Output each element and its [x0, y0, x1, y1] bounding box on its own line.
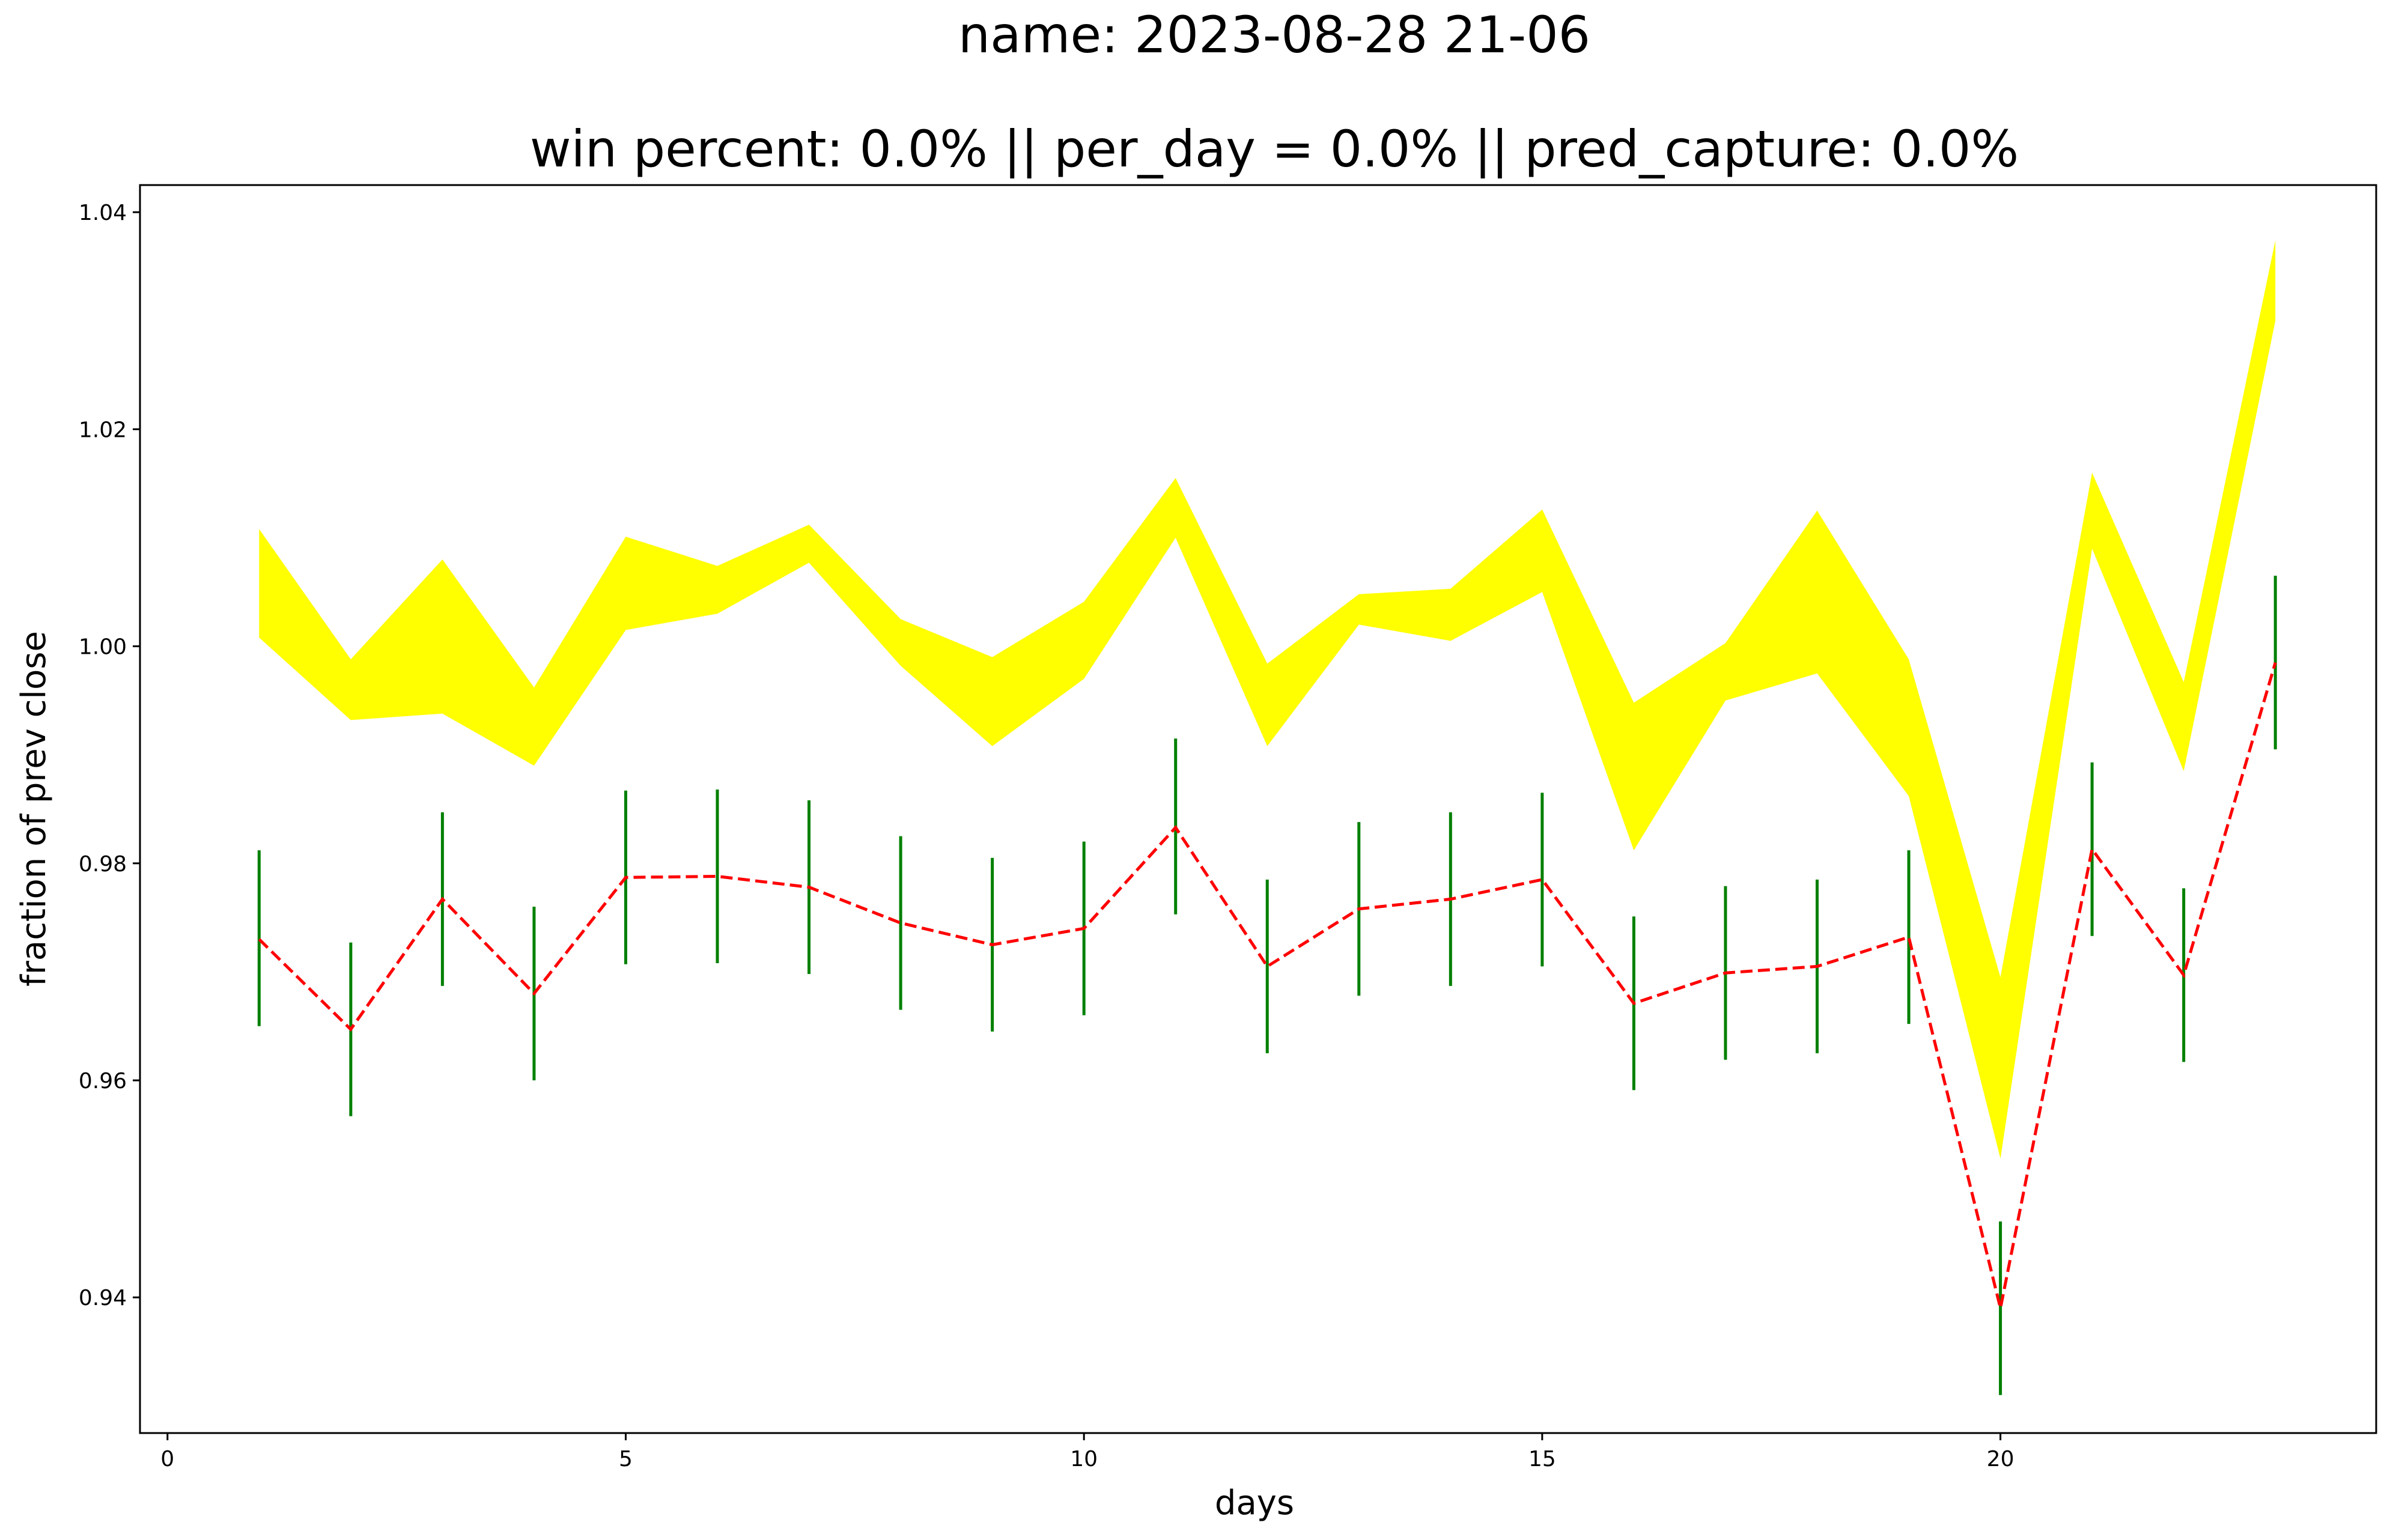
y-tick-label: 1.04: [79, 201, 127, 225]
band-area: [259, 240, 2276, 1159]
y-tick-label: 0.96: [79, 1069, 127, 1094]
y-axis-ticks: 0.94 0.96 0.98 1.00 1.02 1.04: [79, 201, 140, 1310]
x-tick-label: 15: [1528, 1447, 1556, 1472]
y-axis-label: fraction of prev close: [14, 631, 53, 987]
x-axis-label: days: [1215, 1484, 1294, 1523]
x-tick-label: 10: [1070, 1447, 1098, 1472]
chart-title: name: 2023-08-28 21-06: [958, 5, 1590, 64]
x-axis-ticks: 0 5 10 15 20: [160, 1433, 2014, 1472]
y-tick-label: 0.98: [79, 852, 127, 877]
x-tick-label: 0: [160, 1447, 174, 1472]
y-tick-label: 1.02: [79, 418, 127, 442]
plot-frame: [139, 184, 2377, 1434]
y-tick-label: 0.94: [79, 1286, 127, 1310]
series-line: [258, 662, 2277, 1309]
x-tick-label: 5: [619, 1447, 633, 1472]
y-tick-label: 1.00: [79, 635, 127, 660]
x-tick-label: 20: [1987, 1447, 2014, 1472]
chart-subtitle: win percent: 0.0% || per_day = 0.0% || p…: [530, 120, 2019, 178]
series-lines: [258, 662, 2277, 1309]
prediction-band: [259, 240, 2276, 1159]
